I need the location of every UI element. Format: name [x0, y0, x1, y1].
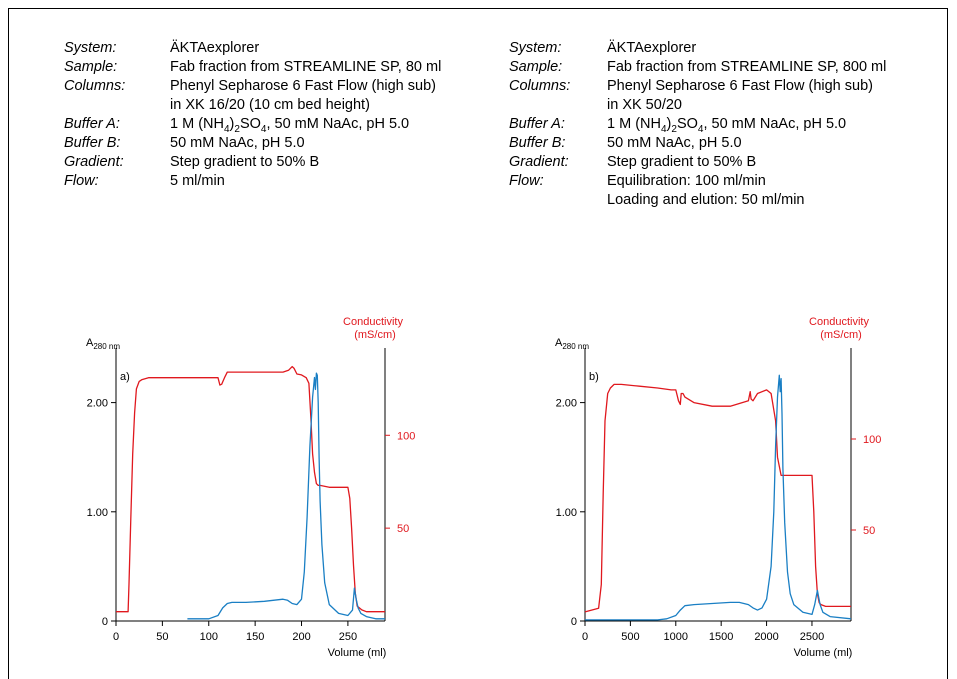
- condition-value: 5 ml/min: [170, 173, 225, 189]
- y-left-label: A280 nm: [86, 337, 120, 351]
- condition-row: Flow: Equilibration: 100 ml/min: [509, 172, 939, 191]
- condition-value: ÄKTAexplorer: [607, 40, 697, 56]
- condition-row: Buffer A: 1 M (NH4)2SO4, 50 mM NaAc, pH 5…: [509, 115, 939, 135]
- y-right-label-line2: (mS/cm): [820, 329, 862, 341]
- x-tick-label: 150: [246, 631, 264, 643]
- condition-label: Sample:: [64, 59, 118, 75]
- condition-row: Buffer A: 1 M (NH4)2SO4, 50 mM NaAc, pH 5…: [64, 115, 484, 135]
- panel-label: a): [120, 371, 130, 383]
- condition-value: 1 M (NH4)2SO4, 50 mM NaAc, pH 5.0: [607, 116, 847, 135]
- y-left-tick-label: 2.00: [87, 398, 108, 410]
- y-right-tick-label: 50: [397, 523, 409, 535]
- absorbance-trace: [585, 374, 852, 621]
- x-axis-label: Volume (ml): [328, 647, 387, 659]
- y-left-tick-label: 0: [571, 616, 577, 628]
- condition-label: Gradient:: [64, 154, 124, 170]
- absorbance-trace: [187, 372, 385, 620]
- condition-row: Gradient: Step gradient to 50% B: [64, 153, 484, 172]
- condition-row: Flow: 5 ml/min: [64, 172, 484, 191]
- y-left-label: A280 nm: [555, 337, 589, 351]
- condition-label: Columns:: [64, 78, 126, 94]
- condition-row: in XK 50/20: [509, 96, 939, 115]
- condition-row: System: ÄKTAexplorer: [509, 39, 939, 58]
- x-tick-label: 50: [156, 631, 168, 643]
- x-tick-label: 0: [113, 631, 119, 643]
- condition-value: ÄKTAexplorer: [170, 40, 260, 56]
- y-right-tick-label: 50: [863, 525, 875, 537]
- y-right-label-line1: Conductivity: [809, 316, 869, 328]
- condition-value: Phenyl Sepharose 6 Fast Flow (high sub): [607, 78, 873, 94]
- conductivity-trace: [584, 383, 851, 613]
- condition-value: Phenyl Sepharose 6 Fast Flow (high sub): [170, 78, 436, 94]
- condition-label: System:: [64, 40, 117, 56]
- condition-value: Equilibration: 100 ml/min: [607, 173, 766, 189]
- figure-frame: [8, 8, 948, 679]
- y-right-label-line1: Conductivity: [343, 316, 403, 328]
- y-left-tick-label: 0: [102, 616, 108, 628]
- x-tick-label: 200: [292, 631, 310, 643]
- y-left-tick-label: 2.00: [556, 398, 577, 410]
- y-right-label-line2: (mS/cm): [354, 329, 396, 341]
- condition-value: Fab fraction from STREAMLINE SP, 800 ml: [607, 59, 887, 75]
- x-tick-label: 1000: [664, 631, 688, 643]
- condition-value: Fab fraction from STREAMLINE SP, 80 ml: [170, 59, 442, 75]
- y-right-tick-label: 100: [863, 434, 881, 446]
- condition-label: Columns:: [509, 78, 571, 94]
- condition-value: in XK 50/20: [607, 97, 682, 113]
- condition-label: Sample:: [509, 59, 563, 75]
- condition-label: Flow:: [509, 173, 544, 189]
- condition-value: 50 mM NaAc, pH 5.0: [607, 135, 742, 151]
- condition-label: Flow:: [64, 173, 99, 189]
- condition-label: Buffer B:: [509, 135, 566, 151]
- condition-value: Step gradient to 50% B: [170, 154, 320, 170]
- condition-value: 50 mM NaAc, pH 5.0: [170, 135, 305, 151]
- x-tick-label: 2500: [800, 631, 824, 643]
- conditions-panel-b: System: ÄKTAexplorer Sample: Fab fraction f…: [509, 39, 939, 210]
- y-left-tick-label: 1.00: [556, 507, 577, 519]
- condition-value: 1 M (NH4)2SO4, 50 mM NaAc, pH 5.0: [170, 116, 410, 135]
- condition-row: Sample: Fab fraction from STREAMLINE SP, …: [64, 58, 484, 77]
- condition-value: Loading and elution: 50 ml/min: [607, 192, 805, 208]
- condition-value: Step gradient to 50% B: [607, 154, 757, 170]
- condition-row: Columns: Phenyl Sepharose 6 Fast Flow (hi…: [509, 77, 939, 96]
- condition-row: Buffer B: 50 mM NaAc, pH 5.0: [509, 134, 939, 153]
- condition-row: Gradient: Step gradient to 50% B: [509, 153, 939, 172]
- y-left-tick-label: 1.00: [87, 507, 108, 519]
- y-right-tick-label: 100: [397, 430, 415, 442]
- x-tick-label: 2000: [754, 631, 778, 643]
- condition-label: System:: [509, 40, 562, 56]
- condition-value: in XK 16/20 (10 cm bed height): [170, 97, 370, 113]
- condition-label: Gradient:: [509, 154, 569, 170]
- condition-row: Sample: Fab fraction from STREAMLINE SP, …: [509, 58, 939, 77]
- x-axis-label: Volume (ml): [794, 647, 853, 659]
- conditions-panel-a: System: ÄKTAexplorer Sample: Fab fraction f…: [64, 39, 484, 191]
- condition-row: Buffer B: 50 mM NaAc, pH 5.0: [64, 134, 484, 153]
- condition-row: in XK 16/20 (10 cm bed height): [64, 96, 484, 115]
- x-tick-label: 0: [582, 631, 588, 643]
- condition-row: Loading and elution: 50 ml/min: [509, 191, 939, 210]
- x-tick-label: 1500: [709, 631, 733, 643]
- x-tick-label: 100: [200, 631, 218, 643]
- condition-label: Buffer B:: [64, 135, 121, 151]
- condition-row: Columns: Phenyl Sepharose 6 Fast Flow (hi…: [64, 77, 484, 96]
- panel-label: b): [589, 371, 599, 383]
- condition-row: System: ÄKTAexplorer: [64, 39, 484, 58]
- condition-label: Buffer A:: [64, 116, 120, 132]
- conductivity-trace: [116, 365, 385, 613]
- condition-label: Buffer A:: [509, 116, 565, 132]
- x-tick-label: 250: [339, 631, 357, 643]
- x-tick-label: 500: [621, 631, 639, 643]
